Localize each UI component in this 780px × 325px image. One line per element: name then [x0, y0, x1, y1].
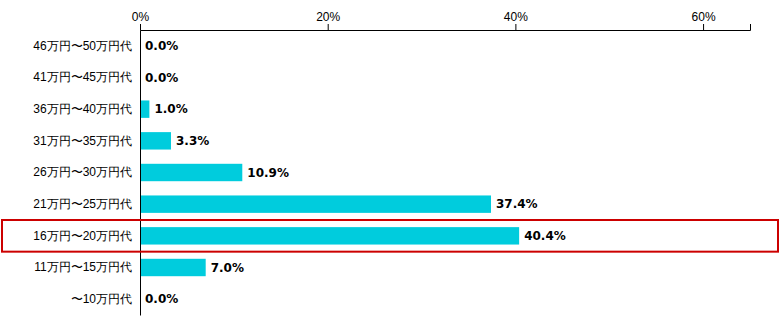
x-tick: 20%	[316, 10, 340, 30]
y-tick: 41万円〜45万円代	[33, 70, 140, 84]
x-tick-label: 40%	[504, 10, 528, 24]
data-label: 0.0%	[145, 39, 178, 53]
data-label: 40.4%	[524, 229, 566, 243]
bar	[140, 259, 206, 276]
y-tick: 16万円〜20万円代	[33, 229, 140, 243]
bar	[140, 164, 242, 181]
data-label: 37.4%	[496, 197, 538, 211]
data-labels: 0.0% 0.0% 1.0% 3.3% 10.9% 37.4% 40.4% 7.0% 0.0%	[145, 39, 566, 306]
y-tick-label: 36万円〜40万円代	[33, 102, 132, 116]
y-tick: 36万円〜40万円代	[33, 102, 140, 116]
y-tick-label: 31万円〜35万円代	[33, 134, 132, 148]
data-label: 0.0%	[145, 71, 178, 85]
x-tick-mark	[515, 24, 516, 30]
data-label: 7.0%	[211, 261, 244, 275]
y-tick-label: 〜10万円代	[71, 292, 132, 306]
y-tick-label: 46万円〜50万円代	[33, 39, 132, 53]
chart: 0% 20% 40% 60% 46万円〜50万円代 41万円〜45万円代 36万円〜40万円…	[0, 0, 780, 325]
x-axis-line	[141, 24, 751, 31]
data-label: 3.3%	[176, 134, 209, 148]
highlight-frame	[2, 220, 778, 252]
y-tick: 26万円〜30万円代	[33, 165, 140, 179]
data-label: 0.0%	[145, 292, 178, 306]
y-tick-label: 16万円〜20万円代	[33, 229, 132, 243]
y-tick: 〜10万円代	[71, 292, 140, 306]
x-tick-label: 20%	[316, 10, 340, 24]
bar	[140, 100, 149, 117]
bar	[140, 195, 491, 212]
y-axis-line	[140, 31, 141, 316]
x-tick-label: 60%	[692, 10, 716, 24]
bar	[140, 132, 171, 149]
bar	[140, 227, 519, 244]
data-label: 10.9%	[247, 166, 289, 180]
y-tick: 21万円〜25万円代	[33, 197, 140, 211]
x-tick: 60%	[692, 10, 716, 30]
plot: 0% 20% 40% 60% 46万円〜50万円代 41万円〜45万円代 36万円〜40万円…	[33, 10, 750, 316]
x-axis: 0% 20% 40% 60%	[132, 10, 751, 31]
y-tick-label: 26万円〜30万円代	[33, 165, 132, 179]
x-tick-mark	[140, 24, 141, 30]
bars	[140, 100, 519, 276]
x-tick: 40%	[504, 10, 528, 30]
y-axis: 46万円〜50万円代 41万円〜45万円代 36万円〜40万円代 31万円〜35万円代…	[33, 31, 140, 316]
data-label: 1.0%	[154, 102, 187, 116]
y-tick: 46万円〜50万円代	[33, 39, 140, 53]
y-tick-label: 11万円〜15万円代	[34, 260, 132, 274]
x-tick-mark	[703, 24, 704, 30]
y-tick-label: 41万円〜45万円代	[33, 70, 132, 84]
y-tick: 31万円〜35万円代	[33, 134, 140, 148]
y-tick: 11万円〜15万円代	[34, 260, 140, 274]
x-tick-label: 0%	[132, 10, 150, 24]
x-tick-mark	[328, 24, 329, 30]
y-tick-label: 21万円〜25万円代	[33, 197, 132, 211]
x-tick: 0%	[132, 10, 150, 30]
